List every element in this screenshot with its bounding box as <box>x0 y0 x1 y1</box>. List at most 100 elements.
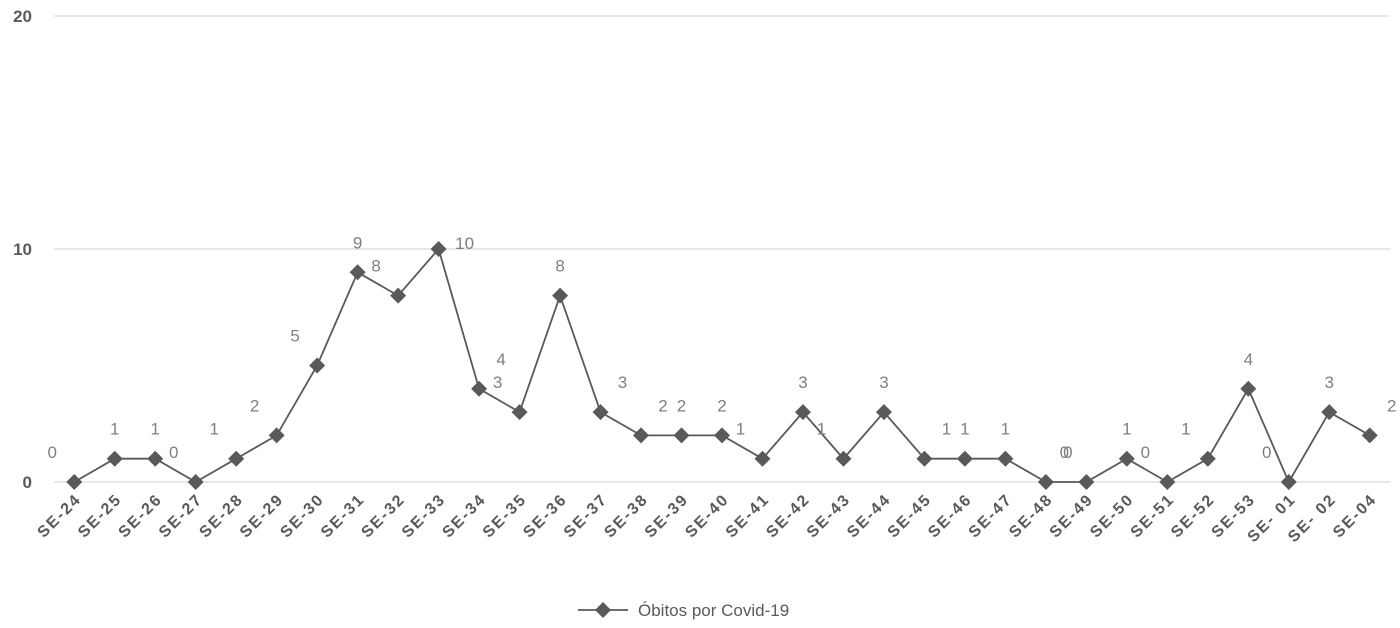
x-tick-label: SE-24 <box>35 491 86 542</box>
data-point <box>228 450 245 467</box>
data-point <box>106 450 123 467</box>
data-point <box>1240 380 1257 397</box>
data-label: 1 <box>150 420 159 439</box>
data-label: 1 <box>960 420 969 439</box>
data-point <box>592 404 609 421</box>
data-point <box>1078 474 1095 490</box>
y-tick-label: 10 <box>13 240 32 259</box>
data-label: 9 <box>353 233 362 252</box>
y-tick-label: 0 <box>23 473 32 492</box>
y-tick-label: 20 <box>13 7 32 26</box>
x-tick-label: SE-38 <box>601 491 652 542</box>
data-label: 3 <box>493 373 502 392</box>
data-point <box>673 427 690 444</box>
data-label: 2 <box>1387 396 1396 415</box>
data-label: 2 <box>250 396 259 415</box>
data-label: 8 <box>371 257 380 276</box>
data-label: 0 <box>169 443 178 462</box>
data-point <box>1037 474 1054 490</box>
series-line <box>73 247 1371 484</box>
x-tick-label: SE-26 <box>116 491 167 542</box>
x-axis: SE-24SE-25SE-26SE-27SE-28SE-29SE-30SE-31… <box>35 491 1381 546</box>
data-label: 2 <box>677 396 686 415</box>
data-point <box>66 474 83 490</box>
data-label: 3 <box>618 373 627 392</box>
data-point <box>349 264 366 281</box>
data-point <box>714 427 730 444</box>
data-point <box>754 450 771 467</box>
data-label: 4 <box>496 350 505 369</box>
x-tick-label: SE-39 <box>642 491 693 542</box>
data-label: 0 <box>1063 443 1072 462</box>
data-point <box>268 427 285 444</box>
legend-marker-swatch <box>595 602 611 618</box>
data-label: 1 <box>817 420 826 439</box>
data-label: 0 <box>48 443 57 462</box>
x-tick-label: SE-43 <box>804 491 855 542</box>
data-label: 10 <box>455 234 474 253</box>
data-point <box>390 287 407 304</box>
data-label: 1 <box>736 420 745 439</box>
data-label: 1 <box>209 420 218 439</box>
x-tick-label: SE-41 <box>723 491 774 542</box>
data-label: 0 <box>1141 443 1150 462</box>
data-point <box>1199 450 1216 467</box>
legend-label: Óbitos por Covid-19 <box>638 601 789 620</box>
data-point <box>430 241 447 257</box>
data-point <box>997 450 1014 467</box>
x-tick-label: SE-25 <box>75 491 126 542</box>
data-point <box>794 404 811 421</box>
x-tick-label: SE-48 <box>1006 491 1057 542</box>
data-point <box>1361 427 1378 444</box>
data-label: 3 <box>798 373 807 392</box>
x-tick-label: SE-34 <box>439 491 490 542</box>
data-label: 1 <box>1001 420 1010 439</box>
x-tick-label: SE-45 <box>885 491 936 542</box>
x-tick-label: SE-40 <box>682 491 733 542</box>
x-tick-label: SE-52 <box>1168 491 1219 542</box>
data-label: 5 <box>290 327 299 346</box>
x-tick-label: SE-37 <box>561 491 612 542</box>
data-point <box>875 404 892 421</box>
data-point <box>511 404 528 421</box>
data-label: 8 <box>555 257 564 276</box>
x-tick-label: SE-51 <box>1128 491 1179 542</box>
x-tick-label: SE-50 <box>1087 491 1138 542</box>
data-point <box>1321 404 1338 421</box>
series-obitos <box>66 241 1378 490</box>
data-label: 1 <box>110 420 119 439</box>
data-point <box>1159 474 1176 490</box>
x-tick-label: SE-46 <box>925 491 976 542</box>
data-label: 2 <box>717 396 726 415</box>
data-point <box>309 357 326 374</box>
legend: Óbitos por Covid-19 <box>578 601 789 620</box>
data-point <box>956 450 973 467</box>
x-tick-label: SE-49 <box>1047 491 1098 542</box>
data-point <box>1118 450 1135 467</box>
x-tick-label: SE-33 <box>399 491 450 542</box>
data-label: 1 <box>1122 420 1131 439</box>
data-point <box>916 450 933 467</box>
data-point <box>471 380 488 397</box>
data-label: 0 <box>1060 443 1069 462</box>
data-point <box>633 427 650 444</box>
data-label: 3 <box>879 373 888 392</box>
data-point <box>835 450 852 467</box>
x-tick-label: SE-44 <box>844 491 895 542</box>
data-label: 2 <box>658 396 667 415</box>
x-tick-label: SE-27 <box>156 491 207 542</box>
x-tick-label: SE-32 <box>358 491 409 542</box>
y-axis: 0 10 20 <box>13 7 32 492</box>
data-label: 3 <box>1325 373 1334 392</box>
x-tick-label: SE-31 <box>318 491 369 542</box>
data-point <box>187 474 204 490</box>
x-tick-label: SE-35 <box>480 491 531 542</box>
data-point <box>147 450 164 467</box>
data-label: 1 <box>1181 420 1190 439</box>
data-label: 0 <box>1262 443 1271 462</box>
data-point <box>552 287 569 304</box>
data-label: 1 <box>942 420 951 439</box>
data-point <box>1280 474 1297 490</box>
